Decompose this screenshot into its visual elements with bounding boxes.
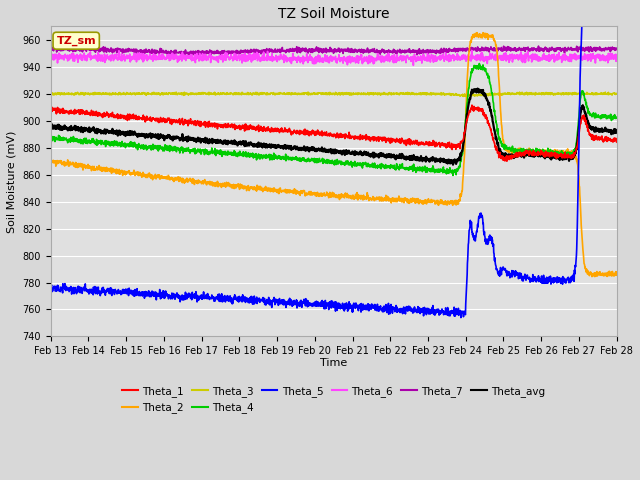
Theta_1 <box>322 132 330 137</box>
Theta_1 <box>597 136 605 142</box>
Line: Theta_2: Theta_2 <box>51 33 616 276</box>
Theta_1 <box>307 131 315 136</box>
Theta_4 <box>47 132 54 138</box>
Theta_5 <box>612 5 620 11</box>
Theta_7 <box>612 47 620 52</box>
Line: Theta_4: Theta_4 <box>51 63 616 175</box>
Theta_3 <box>612 91 620 96</box>
Theta_5 <box>493 265 500 271</box>
Theta_4 <box>493 122 500 128</box>
Theta_3 <box>47 91 54 96</box>
Line: Theta_avg: Theta_avg <box>51 89 616 165</box>
Theta_6 <box>47 55 54 60</box>
Theta_6 <box>597 58 605 63</box>
Theta_6 <box>410 62 417 68</box>
Theta_avg <box>307 146 315 152</box>
Legend: Theta_1, Theta_2, Theta_3, Theta_4, Theta_5, Theta_6, Theta_7, Theta_avg: Theta_1, Theta_2, Theta_3, Theta_4, Thet… <box>118 382 549 417</box>
Theta_avg <box>493 138 500 144</box>
Theta_4 <box>322 158 330 164</box>
Theta_7 <box>307 46 315 52</box>
Theta_2 <box>612 272 620 278</box>
Theta_6 <box>596 53 604 59</box>
Theta_3 <box>493 91 500 97</box>
Text: TZ_sm: TZ_sm <box>56 36 96 46</box>
Theta_7 <box>493 45 500 51</box>
Theta_7 <box>596 45 604 51</box>
Theta_2 <box>47 160 54 166</box>
Theta_2 <box>473 30 481 36</box>
Theta_2 <box>591 274 598 279</box>
Theta_2 <box>597 271 605 277</box>
Theta_3 <box>76 92 83 97</box>
Theta_3 <box>596 91 604 97</box>
Theta_1 <box>47 105 54 110</box>
Theta_4 <box>76 138 83 144</box>
Theta_1 <box>612 139 620 145</box>
Theta_4 <box>449 172 457 178</box>
Theta_2 <box>307 189 315 194</box>
Theta_1 <box>596 135 604 141</box>
Theta_6 <box>468 48 476 53</box>
Theta_6 <box>322 56 330 62</box>
Theta_3 <box>323 90 330 96</box>
Theta_2 <box>322 192 330 198</box>
Theta_avg <box>474 86 481 92</box>
Theta_5 <box>597 11 605 17</box>
Theta_3 <box>464 94 472 100</box>
Line: Theta_3: Theta_3 <box>51 92 616 97</box>
Theta_3 <box>304 89 312 95</box>
Theta_4 <box>307 157 315 163</box>
Theta_5 <box>307 302 315 308</box>
Theta_2 <box>493 47 500 53</box>
Theta_4 <box>597 116 605 121</box>
Theta_3 <box>597 91 605 96</box>
Theta_7 <box>323 48 330 53</box>
Theta_7 <box>76 48 83 53</box>
X-axis label: Time: Time <box>320 358 348 368</box>
Theta_1 <box>468 102 476 108</box>
Theta_1 <box>503 158 511 164</box>
Title: TZ Soil Moisture: TZ Soil Moisture <box>278 7 389 21</box>
Theta_7 <box>47 45 54 51</box>
Theta_4 <box>612 114 620 120</box>
Theta_5 <box>47 283 54 289</box>
Theta_avg <box>322 148 330 154</box>
Theta_avg <box>449 162 457 168</box>
Theta_avg <box>612 130 620 135</box>
Theta_avg <box>596 127 604 133</box>
Theta_1 <box>76 111 83 117</box>
Theta_5 <box>585 1 593 7</box>
Theta_5 <box>76 284 83 290</box>
Line: Theta_1: Theta_1 <box>51 105 616 161</box>
Line: Theta_5: Theta_5 <box>51 4 616 318</box>
Theta_6 <box>76 54 83 60</box>
Theta_avg <box>76 127 83 133</box>
Theta_3 <box>307 90 315 96</box>
Theta_7 <box>534 43 542 49</box>
Y-axis label: Soil Moisture (mV): Soil Moisture (mV) <box>7 130 17 232</box>
Theta_avg <box>47 122 54 128</box>
Theta_7 <box>186 52 193 58</box>
Theta_7 <box>597 47 605 53</box>
Theta_6 <box>493 52 500 58</box>
Theta_6 <box>307 57 315 62</box>
Theta_4 <box>596 113 604 119</box>
Theta_2 <box>596 270 604 276</box>
Theta_avg <box>597 129 605 134</box>
Theta_5 <box>322 302 330 308</box>
Theta_6 <box>612 54 620 60</box>
Theta_5 <box>457 315 465 321</box>
Line: Theta_7: Theta_7 <box>51 46 616 55</box>
Theta_2 <box>76 162 83 168</box>
Theta_1 <box>493 146 500 152</box>
Theta_4 <box>476 60 483 66</box>
Theta_5 <box>596 8 604 14</box>
Line: Theta_6: Theta_6 <box>51 50 616 65</box>
